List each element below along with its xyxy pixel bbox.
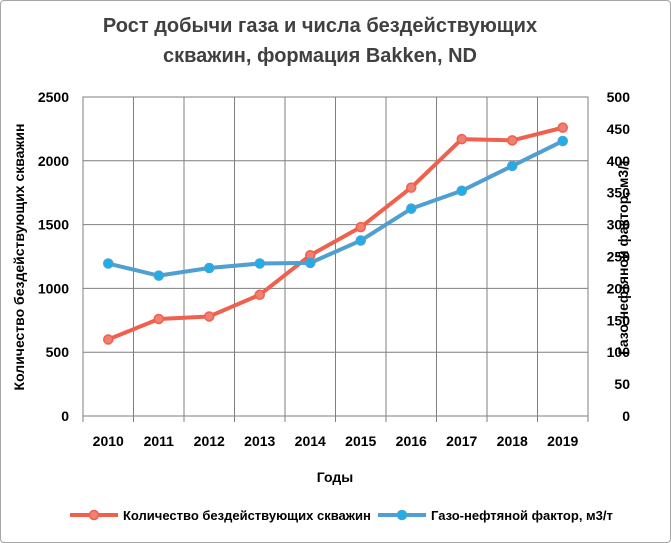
y-axis-left-label: Количество бездействующих скважин: [11, 124, 27, 391]
y-left-tick-label: 2000: [38, 153, 69, 169]
data-point-series-1: [254, 258, 265, 269]
y-right-tick-label: 200: [607, 280, 631, 296]
legend-label-gas-oil-ratio: Газо-нефтяной фактор, м3/т: [431, 508, 613, 523]
data-point-series-1: [456, 185, 467, 197]
plot-area-border: [82, 96, 589, 417]
x-tick-label: 2013: [244, 433, 275, 449]
data-point-series-0: [355, 221, 366, 233]
x-tick-label: 2011: [144, 433, 175, 449]
series-line-1: [106, 139, 565, 278]
data-point-series-1: [355, 235, 366, 246]
legend-marker-gas-oil-ratio: [396, 509, 408, 521]
data-point-series-1: [305, 257, 316, 269]
x-tick-label: 2014: [295, 433, 326, 449]
y-left-tick-label: 0: [61, 408, 69, 424]
data-point-series-0: [153, 313, 164, 325]
x-tick-label: 2017: [446, 433, 477, 449]
chart-title-line-1: Рост добычи газа и числа бездействующих: [103, 15, 537, 37]
x-tick-label: 2018: [497, 433, 528, 449]
x-axis-label: Годы: [317, 469, 353, 485]
data-point-series-0: [456, 133, 467, 145]
y-left-tick-label: 2500: [38, 89, 69, 105]
y-axis-right-label: Газо-нефтяной фактор, м3/т: [615, 159, 631, 355]
data-point-series-0: [204, 311, 215, 322]
y-right-tick-label: 50: [614, 376, 630, 392]
chart-title-line-2: скважин, формация Bakken, ND: [163, 45, 477, 67]
y-right-tick-label: 500: [607, 89, 631, 105]
x-tick-label: 2019: [547, 433, 578, 449]
legend-label-idle-wells: Количество бездействующих скважин: [123, 508, 371, 523]
data-point-series-1: [507, 160, 518, 172]
y-right-tick-label: 100: [607, 344, 631, 360]
y-right-tick-label: 250: [607, 249, 631, 265]
y-right-tick-label: 350: [607, 185, 631, 201]
data-point-series-0: [406, 182, 417, 193]
y-right-tick-label: 400: [607, 153, 631, 169]
x-tick-label: 2015: [345, 433, 376, 449]
data-point-series-1: [103, 258, 114, 269]
y-right-tick-label: 300: [607, 217, 631, 233]
x-tick-label: 2016: [396, 433, 427, 449]
legend-marker-idle-wells: [88, 509, 100, 521]
y-right-tick-label: 150: [607, 312, 631, 328]
data-point-series-1: [406, 203, 417, 214]
series-line-0: [106, 125, 565, 342]
legend: Количество бездействующих скважин Газо-н…: [70, 508, 613, 523]
y-right-tick-label: 0: [622, 408, 630, 424]
y-left-tick-label: 500: [46, 344, 70, 360]
data-point-series-0: [103, 334, 114, 345]
x-tick-label: 2010: [93, 433, 124, 449]
data-point-series-1: [557, 135, 568, 147]
data-point-series-0: [254, 289, 265, 301]
y-right-tick-label: 450: [607, 121, 631, 137]
data-point-series-1: [153, 270, 164, 281]
data-point-series-0: [557, 122, 568, 133]
data-point-series-1: [204, 262, 215, 274]
data-point-series-0: [507, 135, 518, 146]
x-tick-label: 2012: [194, 433, 225, 449]
y-left-tick-label: 1500: [38, 217, 69, 233]
y-left-tick-label: 1000: [38, 280, 69, 296]
